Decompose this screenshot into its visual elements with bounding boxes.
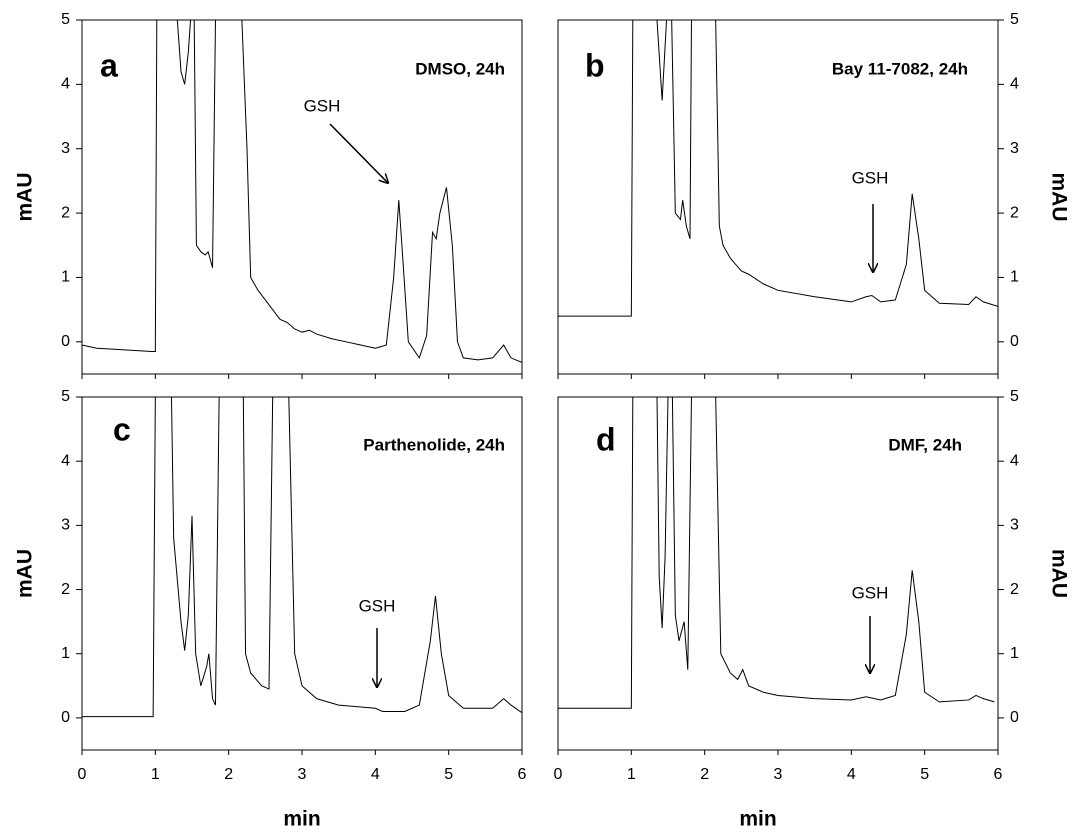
condition-label: Bay 11-7082, 24h [832,59,968,78]
x-tick-label: 4 [371,766,380,783]
y-tick-label: 1 [1010,645,1019,662]
trace [82,397,522,718]
panel-label: c [113,411,131,447]
x-axis-label: min [739,808,776,831]
y-tick-label: 3 [1010,517,1019,534]
panel-label: b [585,47,605,83]
x-tick-label: 4 [847,766,856,783]
trace [558,20,998,317]
y-axis-label: mAU [1047,549,1070,598]
y-tick-label: 1 [61,645,70,662]
y-tick-label: 1 [1010,269,1019,286]
y-tick-label: 2 [1010,581,1019,598]
y-tick-label: 4 [61,76,70,93]
peak-label: GSH [304,96,341,115]
x-tick-label: 0 [78,766,87,783]
y-tick-label: 4 [1010,76,1019,93]
y-tick-label: 1 [61,269,70,286]
y-tick-label: 3 [61,517,70,534]
y-tick-label: 5 [61,11,70,28]
y-tick-label: 0 [61,709,70,726]
x-tick-label: 5 [444,766,453,783]
y-tick-label: 0 [1010,709,1019,726]
condition-label: Parthenolide, 24h [363,435,505,454]
y-axis-label: mAU [1047,172,1070,221]
x-tick-label: 6 [518,766,527,783]
x-tick-label: 1 [151,766,160,783]
panel-label: a [100,47,118,83]
peak-label: GSH [852,168,889,187]
panel-label: d [596,421,616,457]
y-tick-label: 2 [61,204,70,221]
x-tick-label: 2 [224,766,233,783]
y-tick-label: 3 [1010,140,1019,157]
peak-arrow [329,123,388,183]
y-axis-label: mAU [14,172,37,221]
y-tick-label: 4 [1010,452,1019,469]
y-tick-label: 5 [1010,11,1019,28]
y-tick-label: 4 [61,452,70,469]
y-tick-label: 5 [61,388,70,405]
x-tick-label: 3 [774,766,783,783]
trace [82,20,522,363]
condition-label: DMF, 24h [888,435,962,454]
x-tick-label: 0 [554,766,563,783]
y-tick-label: 0 [61,333,70,350]
y-tick-label: 2 [1010,204,1019,221]
x-tick-label: 3 [298,766,307,783]
peak-label: GSH [852,583,889,602]
x-tick-label: 5 [920,766,929,783]
x-tick-label: 1 [627,766,636,783]
x-tick-label: 6 [994,766,1003,783]
trace [558,397,995,709]
peak-label: GSH [359,596,396,615]
condition-label: DMSO, 24h [415,59,505,78]
y-tick-label: 0 [1010,333,1019,350]
x-tick-label: 2 [700,766,709,783]
y-axis-label: mAU [14,549,37,598]
y-tick-label: 2 [61,581,70,598]
y-tick-label: 3 [61,140,70,157]
y-tick-label: 5 [1010,388,1019,405]
x-axis-label: min [283,808,320,831]
